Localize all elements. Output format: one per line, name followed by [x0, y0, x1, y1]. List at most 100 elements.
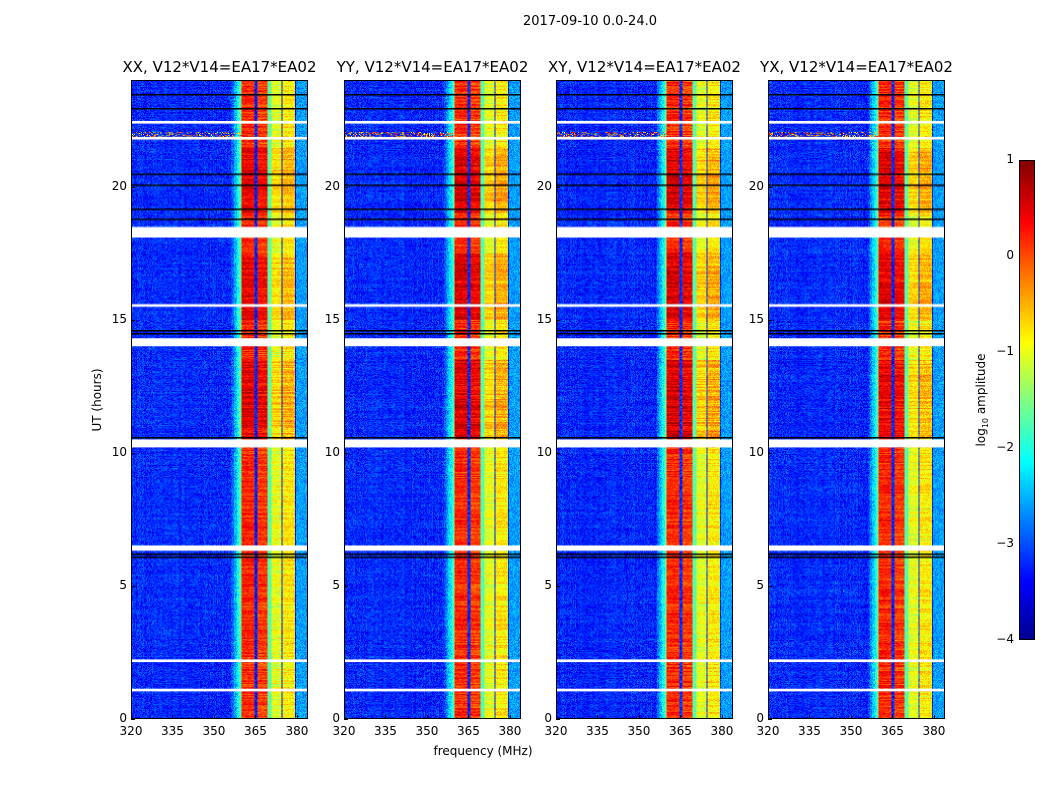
colorbar-tick-label: −3 — [996, 536, 1014, 550]
colorbar-label: log10 amplitude — [974, 354, 990, 447]
x-tick-mark — [385, 715, 387, 719]
y-tick-mark — [768, 319, 772, 321]
x-tick-label: 365 — [881, 724, 904, 738]
y-tick-label: 20 — [111, 178, 127, 193]
y-tick-mark — [344, 585, 348, 587]
x-tick-label: 335 — [798, 724, 821, 738]
y-tick-label: 10 — [324, 444, 340, 459]
x-tick-mark — [721, 715, 723, 719]
y-tick-mark — [768, 585, 772, 587]
y-tick-label: 10 — [748, 444, 764, 459]
x-tick-label: 335 — [374, 724, 397, 738]
x-tick-label: 365 — [244, 724, 267, 738]
y-tick-mark — [131, 719, 135, 720]
y-tick-label: 5 — [119, 577, 127, 592]
x-tick-mark — [344, 715, 345, 719]
heatmap-image — [557, 81, 732, 718]
y-tick-label: 10 — [536, 444, 552, 459]
x-tick-mark — [892, 715, 894, 719]
x-tick-label: 380 — [710, 724, 734, 738]
y-tick-mark — [556, 719, 560, 720]
y-tick-label: 20 — [324, 178, 340, 193]
x-tick-label: 365 — [457, 724, 480, 738]
x-axis-label: frequency (MHz) — [433, 744, 533, 758]
x-tick-label: 350 — [415, 724, 439, 738]
colorbar-tick-label: −4 — [996, 632, 1014, 646]
x-tick-mark — [768, 715, 769, 719]
y-tick-label: 0 — [119, 711, 127, 725]
x-tick-mark — [296, 715, 298, 719]
colorbar-tick-label: −1 — [996, 344, 1014, 358]
y-tick-mark — [344, 319, 348, 321]
y-tick-mark — [768, 452, 772, 454]
heatmap-panel-1 — [344, 80, 521, 719]
x-tick-mark — [809, 715, 811, 719]
heatmap-panel-2 — [556, 80, 733, 719]
y-tick-mark — [768, 186, 772, 188]
x-tick-label: 380 — [922, 724, 946, 738]
y-tick-mark — [131, 319, 135, 321]
x-tick-mark — [255, 715, 257, 719]
x-tick-mark — [597, 715, 599, 719]
heatmap-panel-0 — [131, 80, 308, 719]
x-tick-mark — [468, 715, 470, 719]
y-tick-label: 20 — [748, 178, 764, 193]
x-tick-mark — [131, 715, 132, 719]
y-tick-mark — [556, 585, 560, 587]
heatmap-image — [345, 81, 520, 718]
y-tick-mark — [768, 719, 772, 720]
x-tick-mark — [556, 715, 557, 719]
colorbar-label-sub: 10 — [981, 417, 991, 429]
x-tick-mark — [850, 715, 852, 719]
colorbar-label-rest: amplitude — [973, 353, 988, 418]
panel-title: YX, V12*V14=EA17*EA02 — [760, 58, 953, 76]
x-tick-mark — [509, 715, 511, 719]
y-tick-label: 0 — [544, 711, 552, 725]
y-tick-mark — [131, 452, 135, 454]
y-tick-mark — [556, 319, 560, 321]
figure-title: 2017-09-10 0.0-24.0 — [523, 14, 657, 29]
colorbar — [1019, 160, 1035, 640]
x-tick-label: 380 — [498, 724, 522, 738]
x-tick-label: 335 — [586, 724, 609, 738]
y-tick-label: 5 — [756, 577, 764, 592]
y-tick-label: 10 — [111, 444, 127, 459]
x-tick-label: 365 — [669, 724, 692, 738]
x-tick-label: 320 — [332, 724, 356, 738]
x-tick-label: 320 — [544, 724, 568, 738]
y-tick-label: 15 — [111, 311, 127, 326]
y-tick-label: 0 — [756, 711, 764, 725]
y-tick-mark — [344, 186, 348, 188]
x-tick-label: 380 — [285, 724, 309, 738]
panel-title: XX, V12*V14=EA17*EA02 — [122, 58, 317, 76]
y-tick-label: 15 — [748, 311, 764, 326]
colorbar-label-main: log — [973, 428, 988, 447]
x-tick-label: 350 — [627, 724, 651, 738]
x-tick-mark — [426, 715, 428, 719]
y-tick-label: 0 — [332, 711, 340, 725]
y-tick-label: 20 — [536, 178, 552, 193]
heatmap-image — [132, 81, 307, 718]
x-tick-mark — [638, 715, 640, 719]
x-tick-label: 320 — [119, 724, 143, 738]
y-tick-label: 15 — [324, 311, 340, 326]
y-tick-mark — [344, 452, 348, 454]
heatmap-image — [769, 81, 944, 718]
x-tick-mark — [933, 715, 935, 719]
x-tick-label: 320 — [756, 724, 780, 738]
y-tick-label: 5 — [332, 577, 340, 592]
x-tick-label: 350 — [839, 724, 863, 738]
panel-title: YY, V12*V14=EA17*EA02 — [336, 58, 529, 76]
y-tick-label: 5 — [544, 577, 552, 592]
y-tick-label: 15 — [536, 311, 552, 326]
x-tick-mark — [680, 715, 682, 719]
colorbar-tick-label: −2 — [996, 440, 1014, 454]
y-tick-mark — [131, 186, 135, 188]
y-tick-mark — [556, 452, 560, 454]
panel-title: XY, V12*V14=EA17*EA02 — [548, 58, 741, 76]
x-tick-label: 335 — [161, 724, 184, 738]
x-tick-mark — [213, 715, 215, 719]
colorbar-tick-label: 0 — [1006, 248, 1014, 262]
heatmap-panel-3 — [768, 80, 945, 719]
y-tick-mark — [131, 585, 135, 587]
